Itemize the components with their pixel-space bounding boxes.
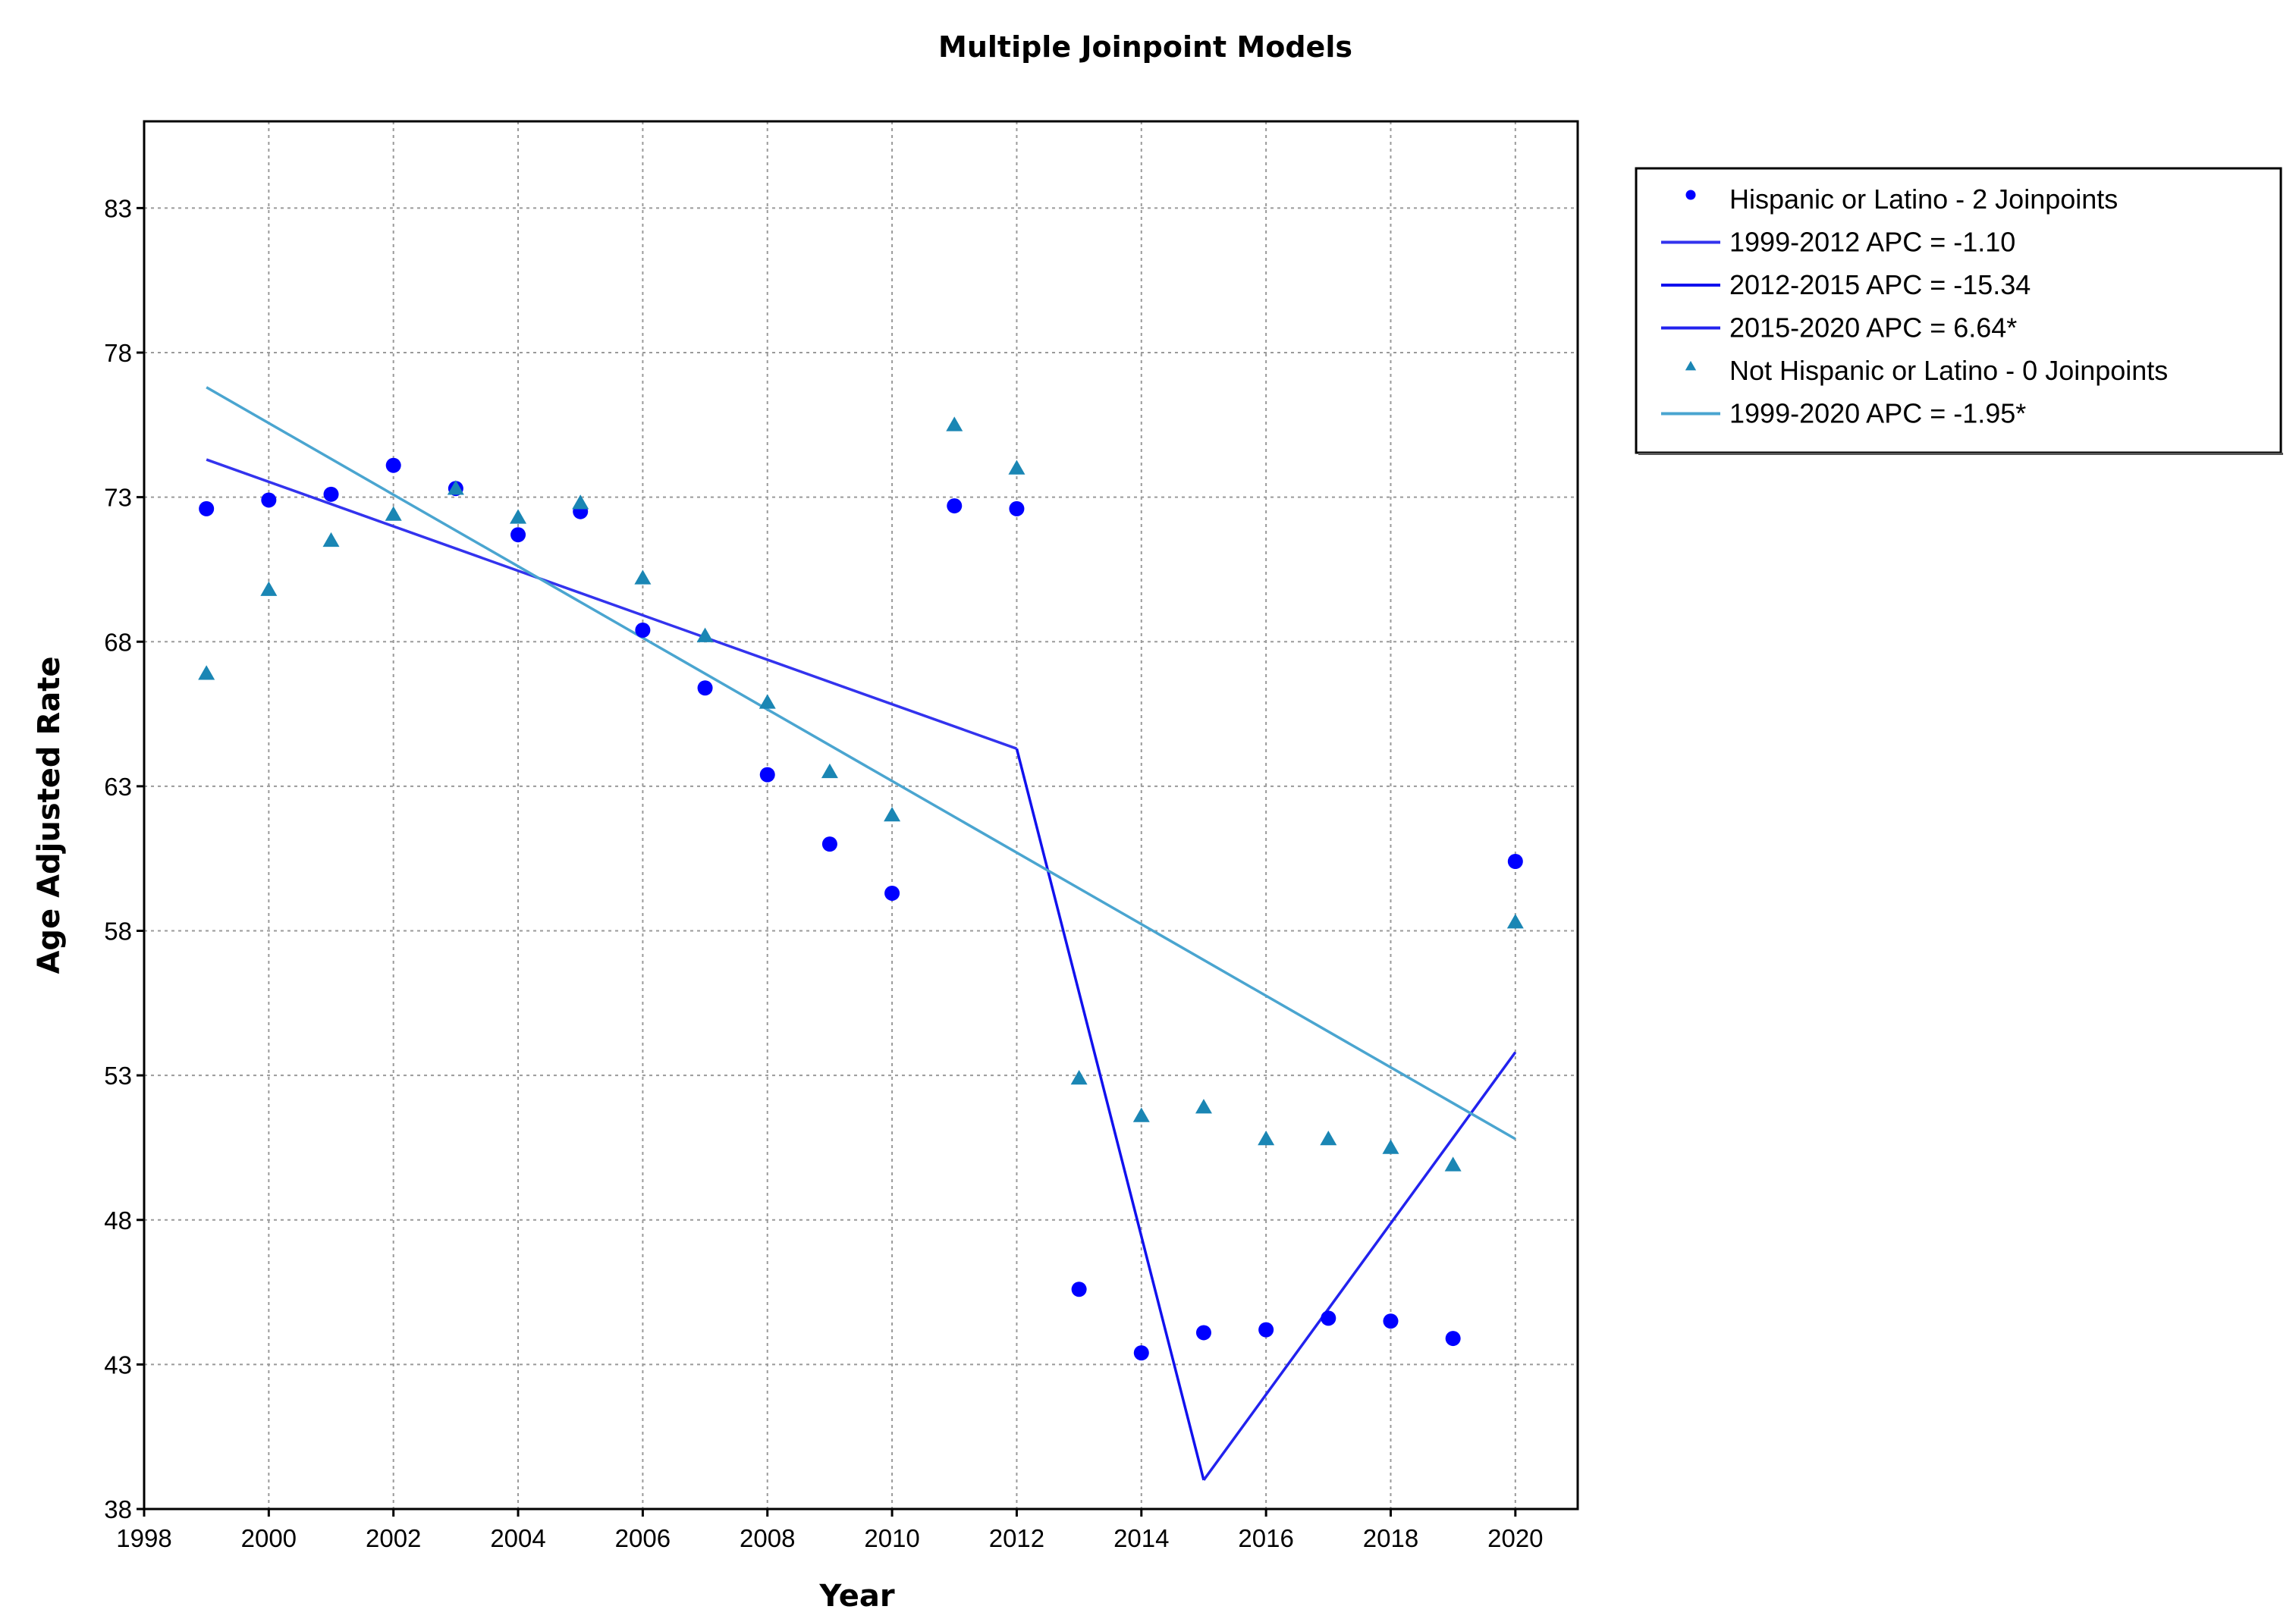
x-tick-label: 2016 — [1238, 1524, 1293, 1552]
legend: Hispanic or Latino - 2 Joinpoints 1999-20… — [1635, 167, 2283, 455]
series-1-line — [206, 458, 1018, 750]
series-0-point-2008 — [759, 767, 775, 783]
series-4-point-2016 — [1258, 1131, 1275, 1146]
series-0-point-2017 — [1321, 1310, 1336, 1326]
series-0-point-2013 — [1071, 1282, 1087, 1297]
x-tick-label: 2000 — [241, 1524, 297, 1552]
plot-frame — [143, 120, 1579, 1511]
series-4-point-2002 — [385, 506, 402, 521]
axis-ticks: 1998 2000 2002 2004 2006 2008 2010 2012 2014 2016… — [104, 194, 1543, 1552]
x-tick-label: 2004 — [490, 1524, 545, 1552]
series-0-point-2018 — [1383, 1313, 1399, 1329]
series-0-point-2020 — [1507, 854, 1523, 869]
grid-lines — [144, 121, 1578, 1509]
y-tick-label: 58 — [104, 918, 132, 946]
x-tick-label: 2020 — [1487, 1524, 1543, 1552]
series-4-point-2020 — [1506, 914, 1524, 929]
x-tick-label: 2012 — [989, 1524, 1044, 1552]
series-0-point-2002 — [385, 457, 401, 473]
legend-label-4: Not Hispanic or Latino - 0 Joinpoints — [1729, 355, 2168, 386]
series-0-point-2004 — [510, 527, 526, 543]
series-4-point-2011 — [946, 416, 963, 431]
x-tick-label: 2006 — [615, 1524, 671, 1552]
series-4-point-2005 — [572, 494, 589, 510]
series-4-point-2019 — [1444, 1156, 1462, 1172]
series-4-point-2010 — [884, 807, 901, 822]
legend-swatch-0 — [1685, 190, 1696, 200]
series-5-line — [206, 386, 1516, 1140]
legend-label-5: 1999-2020 APC = -1.95* — [1729, 398, 2026, 429]
legend-label-0: Hispanic or Latino - 2 Joinpoints — [1729, 184, 2118, 215]
legend-shadow — [1638, 453, 2283, 455]
series-4-point-2006 — [634, 569, 652, 585]
series-0-point-2001 — [323, 486, 339, 502]
series-0-point-2000 — [261, 492, 277, 508]
y-tick-label: 43 — [104, 1351, 132, 1379]
series-4-point-2007 — [696, 627, 714, 642]
series-4-point-2008 — [759, 694, 776, 709]
legend-swatch-4 — [1685, 360, 1697, 371]
y-axis-label: Age Adjusted Rate — [32, 656, 67, 974]
series-0-point-2007 — [697, 680, 713, 696]
series-0-point-2009 — [821, 836, 837, 852]
x-axis-label: Year — [818, 1579, 894, 1614]
series-0-point-2011 — [947, 498, 963, 514]
chart-title: Multiple Joinpoint Models — [938, 30, 1352, 64]
series-4-point-2001 — [322, 532, 340, 547]
fit-lines — [206, 386, 1517, 1481]
x-tick-label: 2002 — [366, 1524, 421, 1552]
legend-label-2: 2012-2015 APC = -15.34 — [1729, 269, 2031, 300]
y-tick-label: 53 — [104, 1062, 132, 1090]
legend-label-1: 1999-2012 APC = -1.10 — [1729, 227, 2015, 258]
series-0-point-2006 — [635, 623, 651, 638]
y-tick-label: 68 — [104, 628, 132, 656]
x-tick-label: 2018 — [1363, 1524, 1418, 1552]
y-tick-label: 38 — [104, 1495, 132, 1523]
series-0-point-2010 — [884, 885, 900, 901]
x-tick-label: 2008 — [740, 1524, 795, 1552]
y-tick-label: 48 — [104, 1206, 132, 1235]
y-tick-label: 83 — [104, 194, 132, 222]
series-4-point-2013 — [1070, 1069, 1088, 1085]
series-0-point-2014 — [1133, 1345, 1149, 1361]
series-3-line — [1202, 1051, 1517, 1481]
series-4-point-2004 — [510, 509, 527, 524]
x-tick-label: 1998 — [116, 1524, 171, 1552]
legend-box — [1635, 167, 2282, 454]
y-tick-label: 63 — [104, 773, 132, 801]
series-4-point-2003 — [447, 480, 464, 495]
series-4-point-2017 — [1320, 1131, 1337, 1146]
legend-label-3: 2015-2020 APC = 6.64* — [1729, 312, 2017, 344]
series-4-point-2015 — [1195, 1099, 1212, 1114]
series-4-point-2000 — [260, 581, 278, 596]
y-tick-label: 73 — [104, 484, 132, 512]
x-tick-label: 2014 — [1113, 1524, 1169, 1552]
data-points — [198, 416, 1524, 1361]
series-0-point-2019 — [1445, 1331, 1461, 1347]
series-4-point-2012 — [1008, 460, 1026, 475]
y-tick-label: 78 — [104, 339, 132, 367]
series-0-point-2016 — [1258, 1322, 1274, 1338]
series-0-point-1999 — [199, 500, 215, 516]
series-0-point-2015 — [1195, 1325, 1211, 1341]
series-0-point-2012 — [1009, 500, 1025, 516]
series-4-point-1999 — [198, 665, 215, 680]
series-4-point-2018 — [1382, 1139, 1399, 1154]
x-tick-label: 2010 — [864, 1524, 919, 1552]
series-4-point-2014 — [1132, 1107, 1150, 1122]
series-4-point-2009 — [821, 763, 838, 779]
